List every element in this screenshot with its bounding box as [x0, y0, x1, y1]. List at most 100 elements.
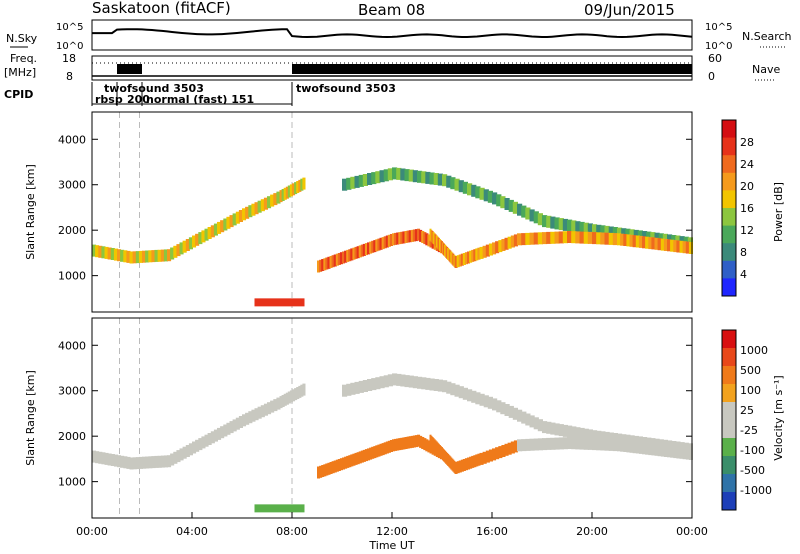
range-gate-cell: [381, 237, 385, 250]
range-gate-cell: [188, 237, 193, 250]
range-gate-cell: [450, 383, 456, 396]
cpid-200: 200: [127, 93, 150, 106]
range-gate-cell: [104, 246, 109, 259]
range-gate-cell: [182, 446, 187, 459]
range-gate-cell: [467, 183, 473, 196]
range-gate-cell: [289, 184, 293, 197]
range-gate-cell: [323, 258, 327, 271]
range-gate-cell: [126, 250, 131, 263]
range-gate-cell: [575, 231, 581, 244]
range-gate-cell: [477, 247, 481, 260]
range-gate-cell: [596, 224, 602, 237]
range-gate-cell: [358, 380, 364, 393]
range-gate-cell: [571, 437, 577, 450]
range-gate-cell: [654, 443, 659, 456]
colorbar-frame: [721, 119, 737, 297]
range-gate-cell: [620, 439, 625, 452]
power-colorbar-label: Power [dB]: [772, 182, 785, 242]
range-gate-cell: [469, 250, 473, 263]
range-gate-cell: [583, 437, 589, 450]
range-gate-cell: [362, 449, 366, 462]
range-gate-cell: [132, 457, 137, 470]
range-gate-cell: [392, 167, 398, 180]
range-gate-cell: [327, 256, 331, 269]
range-gate-cell: [135, 251, 140, 264]
range-gate-cell: [546, 215, 552, 228]
x-tick-label: 00:00: [676, 525, 708, 538]
range-gate-cell: [344, 456, 348, 469]
range-gate-cell: [626, 234, 631, 247]
colorbar-tick-label: 25: [740, 404, 754, 417]
range-gate-cell: [479, 246, 484, 259]
range-gate-cell: [296, 181, 300, 193]
range-gate-cell: [333, 460, 337, 473]
colorbar-swatch: [722, 348, 736, 367]
range-gate-cell: [398, 438, 402, 451]
range-gate-cell: [682, 447, 687, 460]
range-gate-cell: [182, 240, 187, 253]
range-gate-cell: [456, 255, 460, 268]
range-gate-cell: [350, 176, 356, 189]
range-gate-cell: [421, 377, 427, 390]
scatter-strip: [254, 298, 305, 307]
range-gate-cell: [260, 405, 265, 418]
range-gate-cell: [537, 419, 543, 432]
range-gate-cell: [210, 431, 215, 444]
range-gate-cell: [135, 457, 140, 470]
range-gate-cell: [682, 241, 687, 254]
range-gate-cell: [110, 454, 115, 466]
range-gate-cell: [389, 440, 393, 452]
colorbar-swatch: [722, 120, 736, 139]
range-gate-cell: [567, 231, 573, 243]
range-gate-cell: [396, 167, 402, 180]
colorbar-swatch: [722, 402, 736, 421]
range-gate-cell: [529, 232, 535, 245]
range-gate-cell: [157, 455, 162, 468]
x-tick-label: 00:00: [76, 525, 108, 538]
range-gate-cell: [592, 430, 598, 443]
range-gate-cell: [204, 228, 209, 241]
range-gate-cell: [283, 187, 287, 200]
power-ylabel: Slant Range [km]: [24, 164, 37, 260]
range-gate-cell: [562, 424, 568, 437]
range-gate-cell: [145, 456, 150, 469]
range-gate-cell: [583, 222, 589, 235]
range-gate-cell: [329, 256, 333, 268]
range-gate-cell: [142, 456, 147, 469]
range-gate-cell: [300, 384, 304, 397]
range-gate-cell: [220, 220, 225, 233]
range-gate-cell: [285, 186, 289, 199]
range-gate-cell: [651, 237, 656, 250]
range-gate-cell: [92, 244, 97, 257]
range-gate-cell: [425, 439, 429, 452]
scatter-strip: [254, 504, 305, 513]
range-gate-cell: [529, 415, 535, 428]
range-gate-cell: [483, 395, 489, 408]
range-gate-cell: [558, 437, 564, 450]
range-gate-cell: [479, 393, 485, 406]
range-gate-cell: [223, 218, 228, 231]
range-gate-cell: [679, 240, 684, 253]
nsearch-label: N.Search: [742, 30, 792, 43]
range-gate-cell: [663, 239, 668, 251]
range-gate-cell: [354, 246, 358, 259]
range-gate-cell: [617, 439, 622, 452]
range-gate-cell: [533, 438, 539, 451]
range-gate-cell: [487, 396, 493, 409]
range-gate-cell: [525, 413, 531, 426]
range-gate-cell: [429, 172, 435, 185]
range-gate-cell: [220, 426, 225, 439]
range-gate-cell: [550, 437, 556, 450]
range-gate-cell: [546, 421, 552, 434]
range-gate-cell: [412, 435, 416, 448]
range-gate-cell: [492, 448, 497, 461]
range-gate-cell: [635, 441, 640, 454]
range-gate-cell: [558, 218, 564, 231]
range-gate-cell: [298, 385, 302, 398]
range-gate-cell: [348, 455, 352, 468]
range-gate-cell: [432, 232, 435, 245]
range-gate-cell: [367, 173, 373, 185]
power-frame: [91, 111, 693, 313]
range-gate-cell: [554, 217, 560, 230]
range-gate-cell: [537, 232, 543, 245]
